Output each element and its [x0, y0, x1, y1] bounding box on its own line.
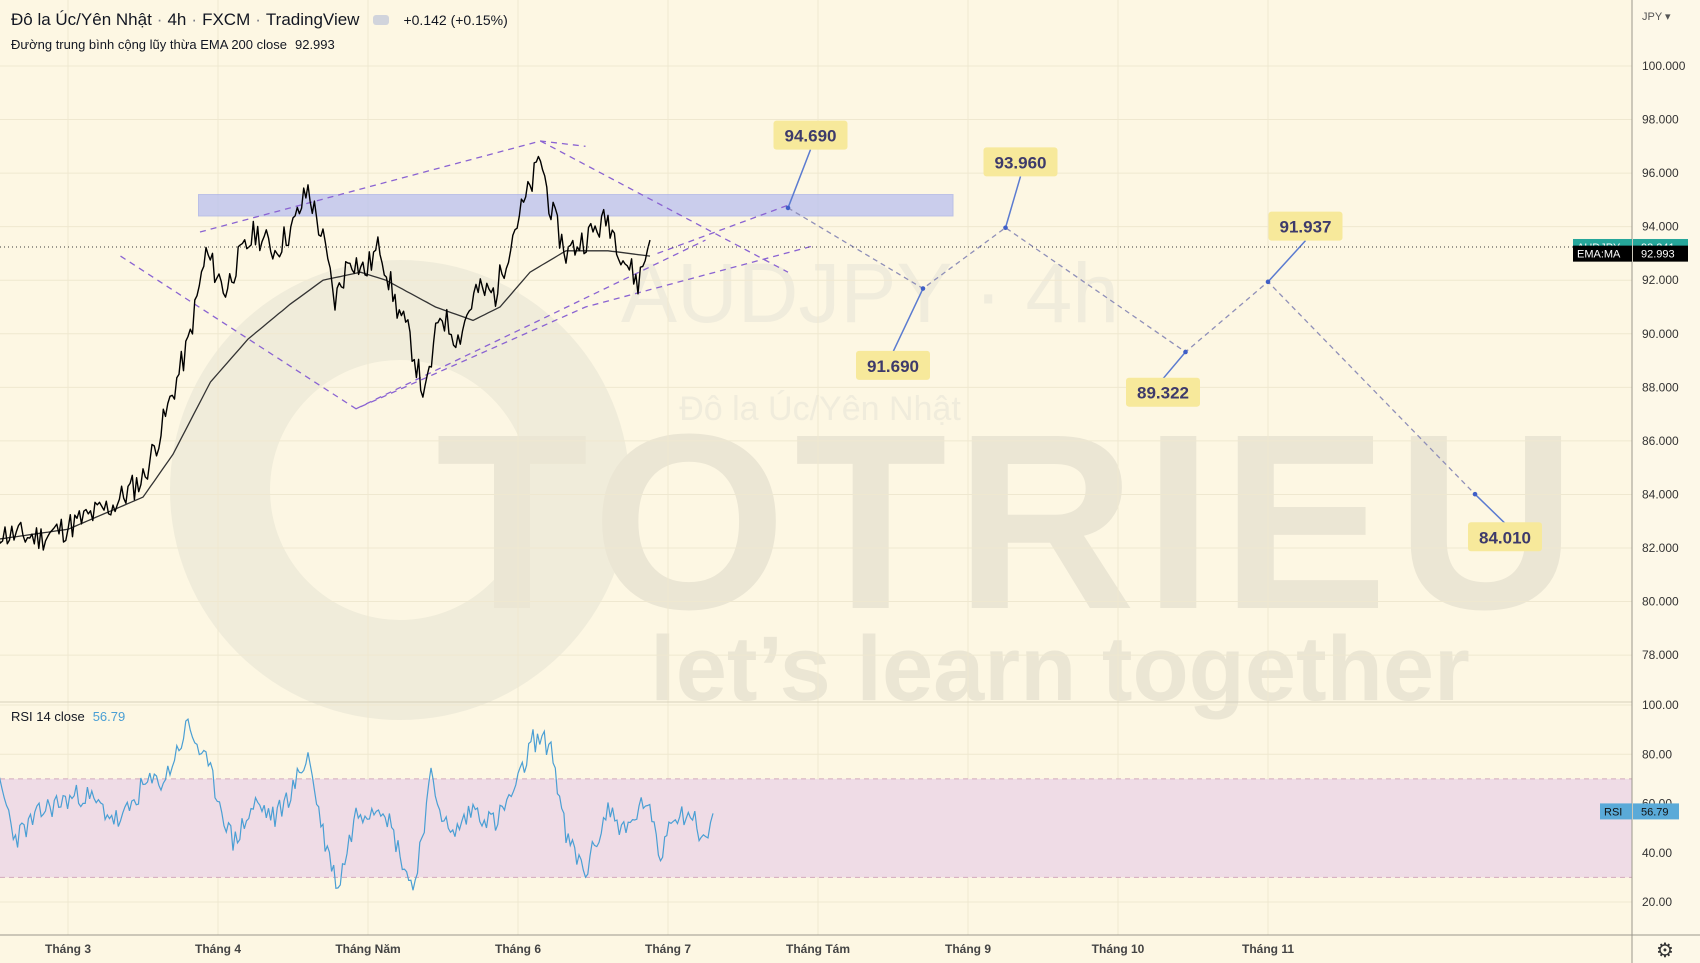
projection-label-bg	[1268, 211, 1343, 241]
pattern-line	[657, 204, 789, 255]
price-tick-label: 100.000	[1642, 59, 1686, 73]
time-tick-label: Tháng 3	[45, 942, 91, 956]
projection-label: 93.960	[983, 147, 1058, 177]
price-tick-label: 78.000	[1642, 648, 1679, 662]
projection-path	[787, 207, 1476, 495]
rsi-label: RSI 14 close	[11, 709, 85, 724]
price-tag-name-bg	[1573, 245, 1632, 262]
projection-connector	[1267, 240, 1307, 283]
projection-point	[1183, 349, 1188, 355]
price-change: +0.142 (+0.15%)	[403, 12, 508, 28]
price-tick-label: 80.000	[1642, 595, 1679, 609]
projection-connector	[787, 149, 812, 209]
projection-connector	[1162, 351, 1187, 380]
projection-label-bg	[1468, 522, 1542, 552]
projection-label-text: 91.690	[867, 357, 919, 376]
price-tag-value: 92.993	[1641, 249, 1675, 261]
rsi-tag-value: 56.79	[1641, 806, 1669, 818]
price-tick-label: 94.000	[1642, 220, 1679, 234]
rsi-tick-label: 40.00	[1642, 846, 1672, 860]
currency-dropdown[interactable]: JPY ▾	[1642, 11, 1671, 23]
projection-label: 84.010	[1468, 522, 1542, 552]
projection-label-text: 93.960	[995, 153, 1047, 172]
projection-connector	[1474, 493, 1506, 524]
broker-label: FXCM	[202, 10, 251, 29]
price-tick-label: 82.000	[1642, 541, 1679, 555]
rsi-tag-value-bg	[1633, 803, 1679, 820]
currency-label: JPY	[1642, 11, 1662, 23]
price-tick-label: 88.000	[1642, 380, 1679, 394]
time-tick-label: Tháng 6	[495, 942, 541, 956]
projection-point	[1003, 225, 1008, 231]
projection-point	[1472, 491, 1478, 497]
ema-200-line	[0, 250, 651, 540]
watermark-symbol: AUDJPY · 4h	[621, 246, 1119, 340]
symbol-name[interactable]: Đô la Úc/Yên Nhật	[11, 10, 152, 29]
projection-label-bg	[1126, 377, 1200, 407]
projection-point	[785, 205, 791, 211]
time-tick-label: Tháng 4	[195, 942, 241, 956]
projection-label-text: 91.937	[1280, 218, 1332, 237]
time-tick-label: Tháng 10	[1092, 942, 1145, 956]
rsi-tick-label: 20.00	[1642, 895, 1672, 909]
projection-label: 91.690	[856, 350, 930, 380]
rsi-value: 56.79	[92, 709, 126, 724]
price-tag[interactable]: EMA:MA 92.993	[1573, 245, 1688, 262]
time-tick-label: Tháng 9	[945, 942, 991, 956]
projection-point	[1265, 279, 1271, 285]
ema-legend[interactable]: Đường trung bình cộng lũy thừa EMA 200 c…	[11, 37, 335, 52]
price-axis-background	[1632, 0, 1700, 963]
projection-connector	[1004, 176, 1022, 228]
price-tick-label: 92.000	[1642, 273, 1679, 287]
price-tick-label: 90.000	[1642, 327, 1679, 341]
price-tag-name: EMA:MA	[1577, 249, 1621, 261]
pattern-line	[540, 140, 789, 273]
price-tick-label: 86.000	[1642, 434, 1679, 448]
price-tick-label: 98.000	[1642, 113, 1679, 127]
price-tick-label: 84.000	[1642, 487, 1679, 501]
time-tick-label: Tháng 7	[645, 942, 691, 956]
chart-header: Đô la Úc/Yên Nhật · 4h · FXCM · TradingView +0.…	[11, 10, 508, 29]
rsi-tick-label: 80.00	[1642, 747, 1672, 761]
rsi-legend[interactable]: RSI 14 close 56.79	[11, 709, 125, 724]
rsi-tag-name: RSI	[1604, 806, 1622, 818]
price-tag-value-bg	[1633, 245, 1688, 262]
pattern-line	[355, 239, 706, 410]
logo-circle-inner-mark	[270, 360, 530, 620]
watermark-tagline: let’s learn together	[650, 618, 1470, 720]
resistance-zone	[198, 194, 954, 217]
projection-label: 94.690	[773, 120, 848, 150]
ema-value: 92.993	[294, 37, 335, 52]
rsi-line	[0, 717, 714, 891]
time-tick-label: Tháng Năm	[335, 942, 400, 956]
price-line	[0, 155, 651, 551]
ema-label: Đường trung bình cộng lũy thừa EMA 200 c…	[11, 37, 287, 52]
projection-label-text: 84.010	[1479, 528, 1531, 547]
projection-label-bg	[983, 147, 1058, 177]
rsi-tick-label: 100.00	[1642, 698, 1679, 712]
market-status-icon[interactable]	[373, 14, 390, 25]
projection-label-bg	[773, 120, 848, 150]
price-tick-label: 96.000	[1642, 166, 1679, 180]
rsi-band	[0, 778, 1632, 878]
projection-connector	[892, 288, 924, 353]
projection-label: 91.937	[1268, 211, 1343, 241]
time-tick-label: Tháng Tám	[786, 942, 850, 956]
interval-label[interactable]: 4h	[167, 10, 187, 29]
platform-label: TradingView	[265, 10, 360, 29]
rsi-tag-name-bg	[1600, 803, 1632, 820]
projection-label-text: 89.322	[1137, 384, 1189, 403]
projection-label-text: 94.690	[785, 127, 837, 146]
projection-point	[920, 286, 926, 291]
projection-label-bg	[856, 350, 930, 380]
pattern-line	[120, 244, 816, 410]
watermark-symbol-name: Đô la Úc/Yên Nhật	[679, 390, 961, 428]
watermark-brand: TOTRIEU	[436, 382, 1585, 661]
time-tick-label: Tháng 11	[1242, 942, 1294, 956]
projection-label: 89.322	[1126, 377, 1200, 407]
gear-icon[interactable]: ⚙	[1656, 940, 1674, 962]
